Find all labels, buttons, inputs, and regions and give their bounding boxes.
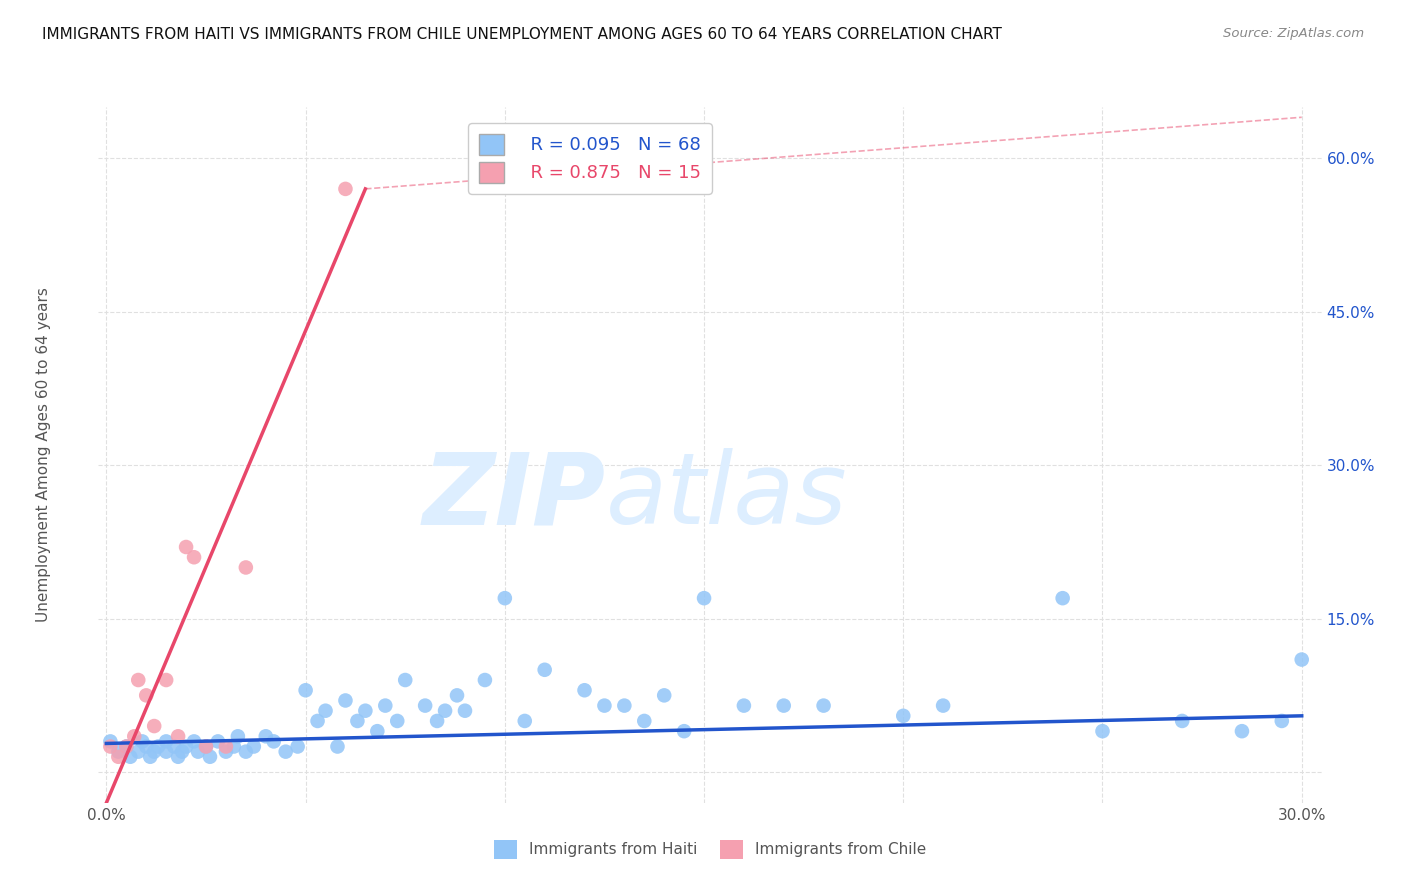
Point bbox=[226, 729, 249, 743]
Point bbox=[426, 714, 449, 728]
Point bbox=[167, 749, 190, 764]
Text: Source: ZipAtlas.com: Source: ZipAtlas.com bbox=[1223, 27, 1364, 40]
Point bbox=[131, 734, 153, 748]
Point bbox=[307, 714, 329, 728]
Point bbox=[124, 729, 146, 743]
Point bbox=[155, 673, 177, 687]
Point bbox=[335, 693, 357, 707]
Point bbox=[235, 745, 257, 759]
Point bbox=[1052, 591, 1074, 606]
Point bbox=[127, 745, 149, 759]
Text: Unemployment Among Ages 60 to 64 years: Unemployment Among Ages 60 to 64 years bbox=[37, 287, 51, 623]
Point bbox=[891, 708, 914, 723]
Point bbox=[163, 739, 186, 754]
Point bbox=[693, 591, 716, 606]
Point bbox=[932, 698, 955, 713]
Point bbox=[243, 739, 266, 754]
Point bbox=[494, 591, 516, 606]
Point bbox=[274, 745, 297, 759]
Point bbox=[100, 739, 122, 754]
Point bbox=[143, 719, 166, 733]
Point bbox=[195, 739, 218, 754]
Point bbox=[474, 673, 496, 687]
Point bbox=[287, 739, 309, 754]
Point bbox=[434, 704, 457, 718]
Point bbox=[198, 749, 221, 764]
Point bbox=[120, 749, 142, 764]
Point bbox=[148, 739, 170, 754]
Point bbox=[135, 689, 157, 703]
Point bbox=[294, 683, 316, 698]
Text: ZIP: ZIP bbox=[423, 448, 606, 545]
Point bbox=[772, 698, 794, 713]
Point bbox=[100, 734, 122, 748]
Point bbox=[107, 745, 129, 759]
Point bbox=[673, 724, 696, 739]
Point bbox=[326, 739, 349, 754]
Point bbox=[413, 698, 436, 713]
Point bbox=[1271, 714, 1294, 728]
Point bbox=[1091, 724, 1114, 739]
Point bbox=[394, 673, 416, 687]
Point bbox=[155, 745, 177, 759]
Point bbox=[346, 714, 368, 728]
Point bbox=[315, 704, 337, 718]
Point bbox=[366, 724, 388, 739]
Point bbox=[139, 749, 162, 764]
Text: IMMIGRANTS FROM HAITI VS IMMIGRANTS FROM CHILE UNEMPLOYMENT AMONG AGES 60 TO 64 : IMMIGRANTS FROM HAITI VS IMMIGRANTS FROM… bbox=[42, 27, 1002, 42]
Point bbox=[135, 739, 157, 754]
Point bbox=[652, 689, 675, 703]
Point bbox=[195, 739, 218, 754]
Point bbox=[574, 683, 596, 698]
Point bbox=[335, 182, 357, 196]
Point bbox=[593, 698, 616, 713]
Point bbox=[155, 734, 177, 748]
Point bbox=[207, 734, 229, 748]
Point bbox=[454, 704, 477, 718]
Point bbox=[183, 550, 205, 565]
Point bbox=[1291, 652, 1313, 666]
Point bbox=[107, 749, 129, 764]
Point bbox=[446, 689, 468, 703]
Legend: Immigrants from Haiti, Immigrants from Chile: Immigrants from Haiti, Immigrants from C… bbox=[488, 834, 932, 864]
Point bbox=[215, 745, 238, 759]
Point bbox=[513, 714, 536, 728]
Point bbox=[167, 729, 190, 743]
Point bbox=[354, 704, 377, 718]
Point bbox=[1171, 714, 1194, 728]
Point bbox=[143, 745, 166, 759]
Point bbox=[115, 739, 138, 754]
Point bbox=[183, 734, 205, 748]
Point bbox=[533, 663, 555, 677]
Point bbox=[374, 698, 396, 713]
Point bbox=[1230, 724, 1253, 739]
Point bbox=[387, 714, 409, 728]
Point bbox=[172, 745, 194, 759]
Point bbox=[187, 745, 209, 759]
Point bbox=[222, 739, 245, 754]
Point bbox=[813, 698, 835, 713]
Point bbox=[215, 739, 238, 754]
Point bbox=[235, 560, 257, 574]
Point bbox=[174, 739, 197, 754]
Point bbox=[127, 673, 149, 687]
Point bbox=[733, 698, 755, 713]
Point bbox=[174, 540, 197, 554]
Point bbox=[263, 734, 285, 748]
Point bbox=[254, 729, 277, 743]
Point bbox=[613, 698, 636, 713]
Text: atlas: atlas bbox=[606, 448, 848, 545]
Point bbox=[115, 739, 138, 754]
Point bbox=[633, 714, 655, 728]
